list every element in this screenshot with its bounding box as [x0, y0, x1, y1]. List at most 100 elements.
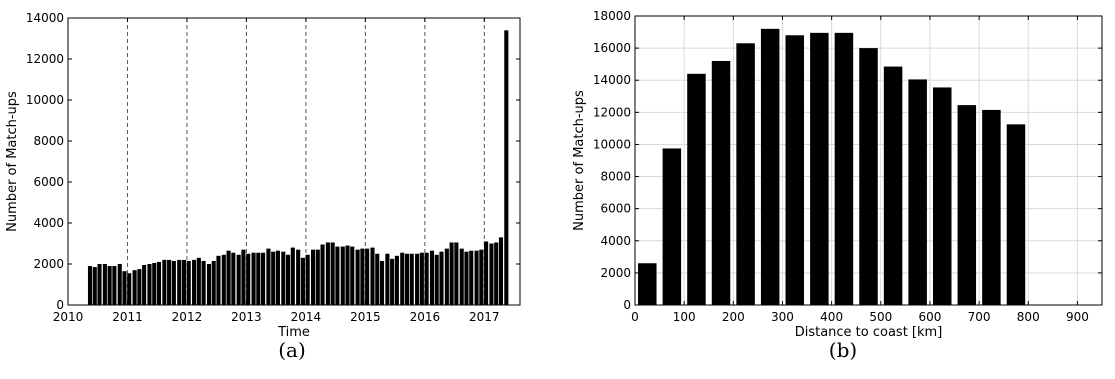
bar [206, 264, 212, 305]
bar [340, 246, 345, 305]
bar [290, 247, 295, 305]
y-tick-label: 14000 [593, 73, 631, 87]
y-tick-label: 4000 [33, 216, 64, 230]
bar [474, 250, 479, 305]
bar [246, 253, 251, 305]
bar [424, 252, 429, 305]
y-axis-label: Number of Match-ups [572, 90, 587, 231]
bar [479, 249, 484, 305]
bar [429, 250, 435, 305]
bar [137, 269, 142, 305]
bar [201, 260, 206, 305]
bar [216, 255, 221, 305]
bar [908, 79, 927, 306]
bar [760, 28, 780, 305]
x-tick-label: 2017 [469, 310, 500, 324]
bar [281, 251, 286, 305]
bar [394, 255, 399, 305]
bar [434, 254, 439, 305]
bar [231, 252, 236, 305]
bar [251, 252, 256, 305]
bar [226, 250, 231, 305]
bar [117, 264, 122, 305]
y-tick-label: 8000 [33, 134, 64, 148]
y-tick-label: 2000 [33, 257, 64, 271]
bar [286, 254, 291, 305]
bar [171, 260, 176, 305]
bar [370, 247, 375, 305]
bar [112, 266, 117, 305]
bar [241, 249, 246, 305]
y-tick-label: 6000 [600, 202, 631, 216]
bar [390, 258, 395, 305]
bar [449, 242, 454, 305]
bar [147, 264, 152, 305]
x-tick-label: 2016 [410, 310, 441, 324]
bar [162, 259, 167, 305]
bar [211, 260, 216, 305]
bar [379, 260, 385, 305]
bar [271, 251, 276, 305]
bar [498, 237, 504, 305]
x-tick-label: 2015 [350, 310, 381, 324]
bar [404, 253, 410, 305]
bar [444, 248, 449, 305]
x-tick-label: 2011 [112, 310, 143, 324]
plot-frame [67, 17, 521, 306]
bar [400, 252, 405, 305]
bar [192, 259, 197, 305]
y-tick-label: 0 [623, 298, 631, 312]
x-tick-label: 2013 [231, 310, 262, 324]
x-tick-label: 800 [1017, 310, 1040, 324]
bar [142, 265, 147, 305]
bar [221, 254, 226, 305]
bar [275, 250, 280, 305]
bar [177, 259, 182, 305]
bar [350, 246, 355, 305]
y-tick-label: 12000 [26, 52, 64, 66]
y-tick-label: 16000 [593, 41, 631, 55]
bar [186, 260, 191, 305]
bar [638, 263, 657, 305]
bar [236, 254, 241, 305]
bar [345, 245, 350, 305]
bar [335, 246, 340, 305]
bar [736, 43, 755, 306]
bar [315, 249, 320, 305]
x-tick-label: 2014 [291, 310, 322, 324]
bar [459, 248, 464, 305]
bar [305, 254, 310, 305]
panel-caption: (a) [278, 338, 306, 362]
x-axis-label: Time [277, 325, 310, 340]
x-tick-label: 2010 [53, 310, 84, 324]
x-tick-label: 900 [1066, 310, 1089, 324]
chart-a: 2010 2011 2012 2013 2014 2015 2016 2017 0 2000 400… [5, 11, 521, 362]
bar [296, 249, 301, 305]
bar [261, 252, 266, 305]
y-tick-label: 0 [56, 298, 64, 312]
bar [167, 259, 172, 305]
bar [409, 253, 414, 305]
y-tick-label: 8000 [600, 170, 631, 184]
bar [300, 257, 305, 305]
x-tick-label: 700 [968, 310, 991, 324]
bar [256, 252, 261, 305]
x-tick-label: 500 [869, 310, 892, 324]
bar [494, 242, 499, 305]
bar [464, 251, 469, 305]
x-tick-label: 200 [722, 310, 745, 324]
bar [127, 273, 132, 305]
bar [439, 251, 444, 305]
bar [365, 248, 370, 305]
bar [156, 261, 162, 305]
bar [834, 32, 854, 305]
bar [385, 253, 390, 305]
bar [122, 271, 127, 305]
y-tick-label: 10000 [593, 137, 631, 151]
bar [355, 249, 360, 305]
bar [132, 270, 137, 305]
bar [932, 87, 952, 305]
y-tick-label: 10000 [26, 93, 64, 107]
bar [469, 250, 474, 305]
bar [883, 66, 903, 305]
